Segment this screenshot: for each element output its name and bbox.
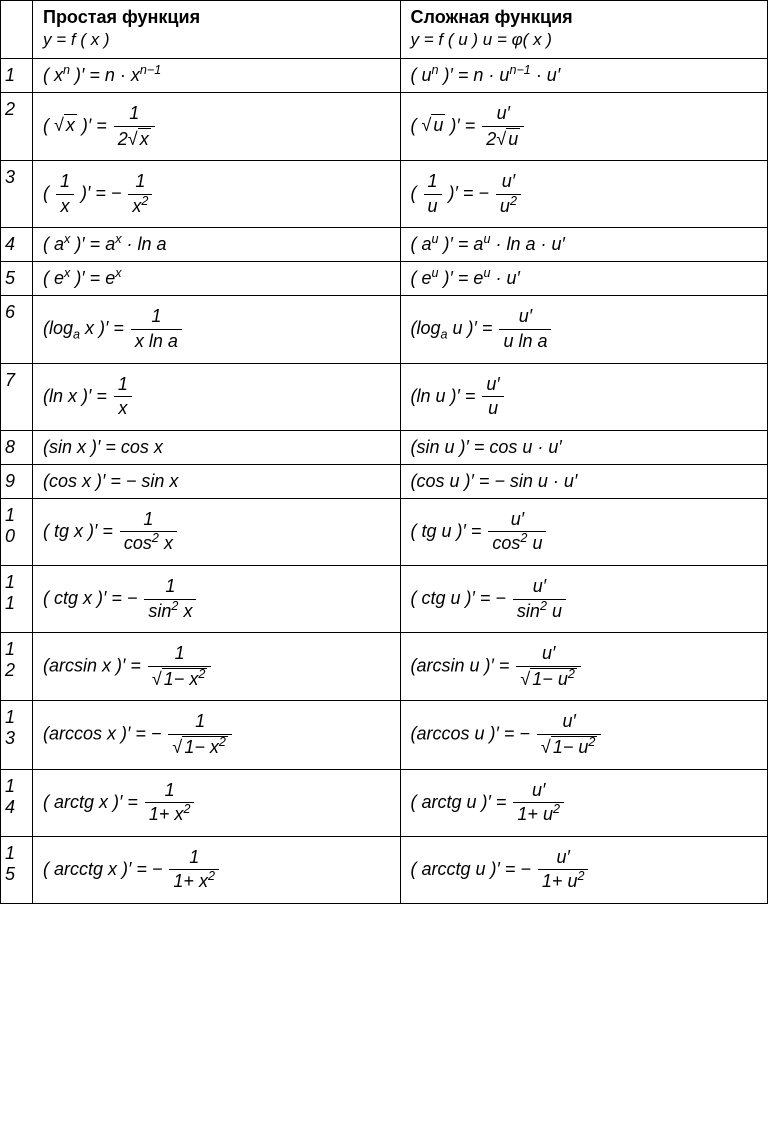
complex-function-cell: ( tg u )′ = u′cos2 u — [400, 498, 768, 565]
table-row: 1( xn )′ = n · xn−1( un )′ = n · un−1 · … — [1, 59, 768, 93]
simple-function-cell: ( ex )′ = ex — [33, 262, 401, 296]
header-simple: Простая функция y = f ( x ) — [33, 1, 401, 59]
complex-function-cell: ( ctg u )′ = − u′sin2 u — [400, 565, 768, 632]
header-complex-sub: y = f ( u ) u = φ( x ) — [411, 30, 758, 50]
simple-function-cell: ( tg x )′ = 1cos2 x — [33, 498, 401, 565]
row-number: 9 — [1, 464, 33, 498]
row-number: 6 — [1, 296, 33, 363]
table-row: 9(cos x )′ = − sin x(cos u )′ = − sin u … — [1, 464, 768, 498]
table-row: 5( ex )′ = ex( eu )′ = eu · u′ — [1, 262, 768, 296]
simple-function-cell: ( 1x )′ = − 1x2 — [33, 161, 401, 228]
row-number: 13 — [1, 701, 33, 769]
simple-function-cell: (sin x )′ = cos x — [33, 430, 401, 464]
derivatives-table: Простая функция y = f ( x ) Сложная функ… — [0, 0, 768, 904]
header-complex: Сложная функция y = f ( u ) u = φ( x ) — [400, 1, 768, 59]
table-row: 8(sin x )′ = cos x(sin u )′ = cos u · u′ — [1, 430, 768, 464]
complex-function-cell: ( arcctg u )′ = − u′1+ u2 — [400, 836, 768, 903]
row-number: 3 — [1, 161, 33, 228]
table-row: 3( 1x )′ = − 1x2( 1u )′ = − u′u2 — [1, 161, 768, 228]
row-number: 7 — [1, 363, 33, 430]
header-num — [1, 1, 33, 59]
simple-function-cell: (loga x )′ = 1x ln a — [33, 296, 401, 363]
simple-function-cell: ( ctg x )′ = − 1sin2 x — [33, 565, 401, 632]
row-number: 12 — [1, 633, 33, 701]
complex-function-cell: (ln u )′ = u′u — [400, 363, 768, 430]
complex-function-cell: (cos u )′ = − sin u · u′ — [400, 464, 768, 498]
header-simple-title: Простая функция — [43, 7, 390, 28]
table-body: 1( xn )′ = n · xn−1( un )′ = n · un−1 · … — [1, 59, 768, 904]
complex-function-cell: ( 1u )′ = − u′u2 — [400, 161, 768, 228]
complex-function-cell: ( au )′ = au · ln a · u′ — [400, 228, 768, 262]
row-number: 4 — [1, 228, 33, 262]
complex-function-cell: (sin u )′ = cos u · u′ — [400, 430, 768, 464]
row-number: 11 — [1, 565, 33, 632]
table-row: 14( arctg x )′ = 11+ x2( arctg u )′ = u′… — [1, 769, 768, 836]
table-row: 13(arccos x )′ = − 11− x2(arccos u )′ = … — [1, 701, 768, 769]
row-number: 2 — [1, 93, 33, 161]
complex-function-cell: ( u )′ = u′2u — [400, 93, 768, 161]
row-number: 10 — [1, 498, 33, 565]
simple-function-cell: (ln x )′ = 1x — [33, 363, 401, 430]
header-complex-title: Сложная функция — [411, 7, 758, 28]
row-number: 15 — [1, 836, 33, 903]
simple-function-cell: ( ax )′ = ax · ln a — [33, 228, 401, 262]
table-row: 11( ctg x )′ = − 1sin2 x( ctg u )′ = − u… — [1, 565, 768, 632]
table-header-row: Простая функция y = f ( x ) Сложная функ… — [1, 1, 768, 59]
simple-function-cell: ( xn )′ = n · xn−1 — [33, 59, 401, 93]
table-row: 4( ax )′ = ax · ln a( au )′ = au · ln a … — [1, 228, 768, 262]
row-number: 1 — [1, 59, 33, 93]
table-row: 10( tg x )′ = 1cos2 x( tg u )′ = u′cos2 … — [1, 498, 768, 565]
simple-function-cell: (cos x )′ = − sin x — [33, 464, 401, 498]
simple-function-cell: ( x )′ = 12x — [33, 93, 401, 161]
simple-function-cell: (arcsin x )′ = 11− x2 — [33, 633, 401, 701]
complex-function-cell: ( arctg u )′ = u′1+ u2 — [400, 769, 768, 836]
table-row: 2( x )′ = 12x( u )′ = u′2u — [1, 93, 768, 161]
row-number: 5 — [1, 262, 33, 296]
table-row: 15( arcctg x )′ = − 11+ x2( arcctg u )′ … — [1, 836, 768, 903]
complex-function-cell: (arccos u )′ = − u′1− u2 — [400, 701, 768, 769]
header-simple-sub: y = f ( x ) — [43, 30, 390, 50]
table-row: 12(arcsin x )′ = 11− x2(arcsin u )′ = u′… — [1, 633, 768, 701]
complex-function-cell: (loga u )′ = u′u ln a — [400, 296, 768, 363]
table-row: 7(ln x )′ = 1x(ln u )′ = u′u — [1, 363, 768, 430]
row-number: 8 — [1, 430, 33, 464]
row-number: 14 — [1, 769, 33, 836]
simple-function-cell: ( arctg x )′ = 11+ x2 — [33, 769, 401, 836]
simple-function-cell: ( arcctg x )′ = − 11+ x2 — [33, 836, 401, 903]
table-row: 6(loga x )′ = 1x ln a(loga u )′ = u′u ln… — [1, 296, 768, 363]
complex-function-cell: (arcsin u )′ = u′1− u2 — [400, 633, 768, 701]
simple-function-cell: (arccos x )′ = − 11− x2 — [33, 701, 401, 769]
complex-function-cell: ( eu )′ = eu · u′ — [400, 262, 768, 296]
complex-function-cell: ( un )′ = n · un−1 · u′ — [400, 59, 768, 93]
